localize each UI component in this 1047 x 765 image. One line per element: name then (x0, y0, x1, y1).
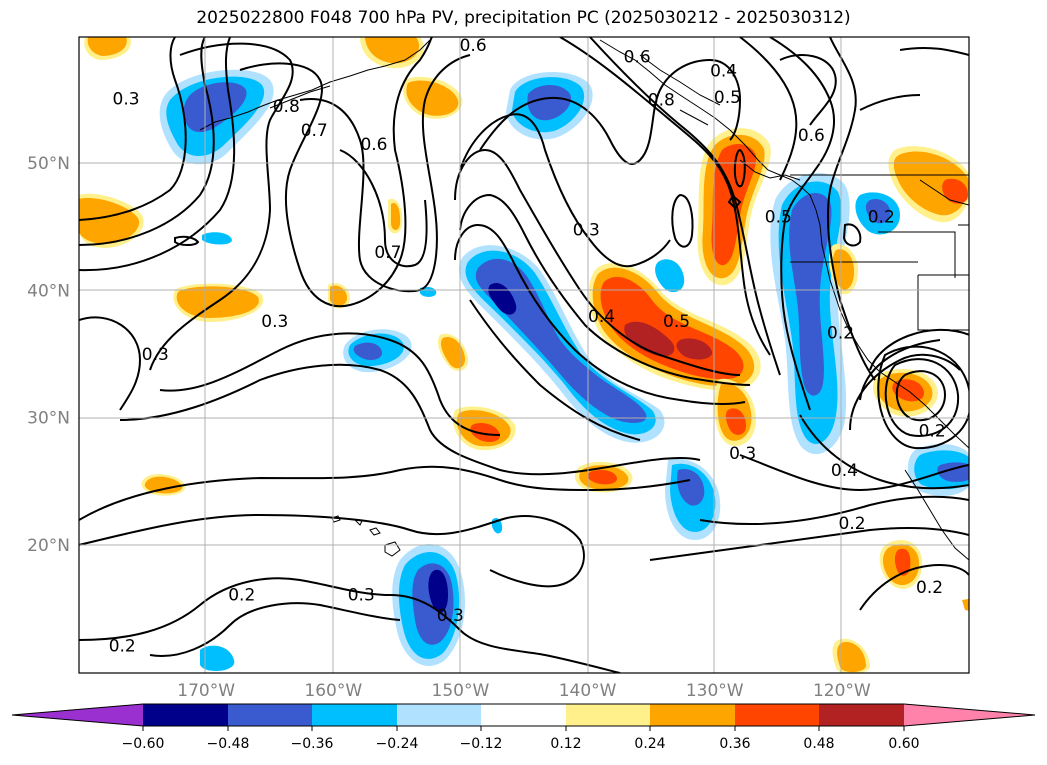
contour-label: 0.4 (710, 61, 737, 81)
contour-label: 0.3 (348, 585, 375, 605)
colorbar-tick-label: 0.12 (550, 736, 581, 752)
latitude-label: 30°N (27, 409, 70, 429)
contour-label: 0.6 (624, 47, 651, 67)
contour-label: 0.2 (916, 578, 943, 598)
contour-label: 0.3 (113, 89, 140, 109)
colorbar-under-triangle (12, 704, 143, 726)
colorbar-ticks: −0.60 −0.48 −0.36 −0.24 −0.12 0.12 0.24 0.36 0.4… (122, 726, 920, 752)
colorbar-bin (397, 704, 481, 726)
gridlines (79, 37, 969, 673)
longitude-labels: 170°W 160°W 150°W 140°W 130°W 120°W (177, 681, 871, 701)
contour-label: 0.2 (839, 514, 866, 534)
contour-label: 0.2 (919, 421, 946, 441)
colorbar-bin (312, 704, 397, 726)
colorbar-tick-label: 0.60 (888, 736, 919, 752)
colorbar-tick-label: 0.36 (719, 736, 750, 752)
latitude-label: 20°N (27, 536, 70, 556)
contour-label: 0.7 (374, 243, 401, 263)
contour-label: 0.2 (868, 208, 895, 228)
longitude-label: 120°W (813, 681, 871, 701)
contour-label: 0.3 (142, 345, 169, 365)
longitude-label: 140°W (559, 681, 617, 701)
contour-label: 0.4 (588, 307, 615, 327)
contour-label: 0.3 (573, 220, 600, 240)
latitude-label: 40°N (27, 281, 70, 301)
colorbar-tick-label: −0.24 (376, 736, 419, 752)
colorbar-tick-label: −0.48 (207, 736, 250, 752)
contour-label: 0.2 (109, 636, 136, 656)
colorbar-bin (481, 704, 566, 726)
colorbar-bin (143, 704, 228, 726)
longitude-label: 160°W (304, 681, 362, 701)
map-frame (78, 36, 970, 674)
colorbar-tick-label: −0.12 (460, 736, 503, 752)
contour-label: 0.5 (714, 88, 741, 108)
colorbar-bin (819, 704, 904, 726)
colorbar-tick-label: 0.24 (634, 736, 665, 752)
colorbar-bin (228, 704, 312, 726)
contour-label: 0.6 (360, 135, 387, 155)
contour-label: 0.4 (831, 461, 858, 481)
longitude-label: 150°W (432, 681, 490, 701)
latitude-labels: 50°N 40°N 30°N 20°N (27, 154, 70, 556)
colorbar-tick-label: −0.36 (291, 736, 334, 752)
contour-label: 0.3 (437, 606, 464, 626)
contour-label: 0.2 (228, 585, 255, 605)
contour-label: 0.8 (273, 97, 300, 117)
contour-label: 0.3 (729, 444, 756, 464)
longitude-label: 130°W (686, 681, 744, 701)
latitude-label: 50°N (27, 154, 70, 174)
contour-label: 0.5 (765, 208, 792, 228)
contour-label: 0.8 (648, 91, 675, 111)
contour-labels: 0.3 0.80.70.60.60.70.30.30.60.80.40.50.60… (109, 36, 946, 656)
colorbar-over-triangle (904, 704, 1035, 726)
figure-title: 2025022800 F048 700 hPa PV, precipitatio… (196, 8, 851, 28)
longitude-label: 170°W (177, 681, 235, 701)
colorbar-bin (650, 704, 735, 726)
contour-label: 0.3 (261, 312, 288, 332)
pv-contours (79, 37, 969, 673)
colorbar-bin (566, 704, 650, 726)
coastlines (199, 39, 969, 561)
contour-label: 0.5 (663, 312, 690, 332)
colorbar-tick-label: −0.60 (122, 736, 165, 752)
contour-label: 0.2 (827, 323, 854, 343)
colorbar-tick-label: 0.48 (803, 736, 834, 752)
contour-label: 0.6 (798, 126, 825, 146)
contour-label: 0.7 (301, 121, 328, 141)
precip-shading (79, 37, 969, 673)
colorbar-bin (735, 704, 819, 726)
contour-label: 0.6 (460, 36, 487, 56)
